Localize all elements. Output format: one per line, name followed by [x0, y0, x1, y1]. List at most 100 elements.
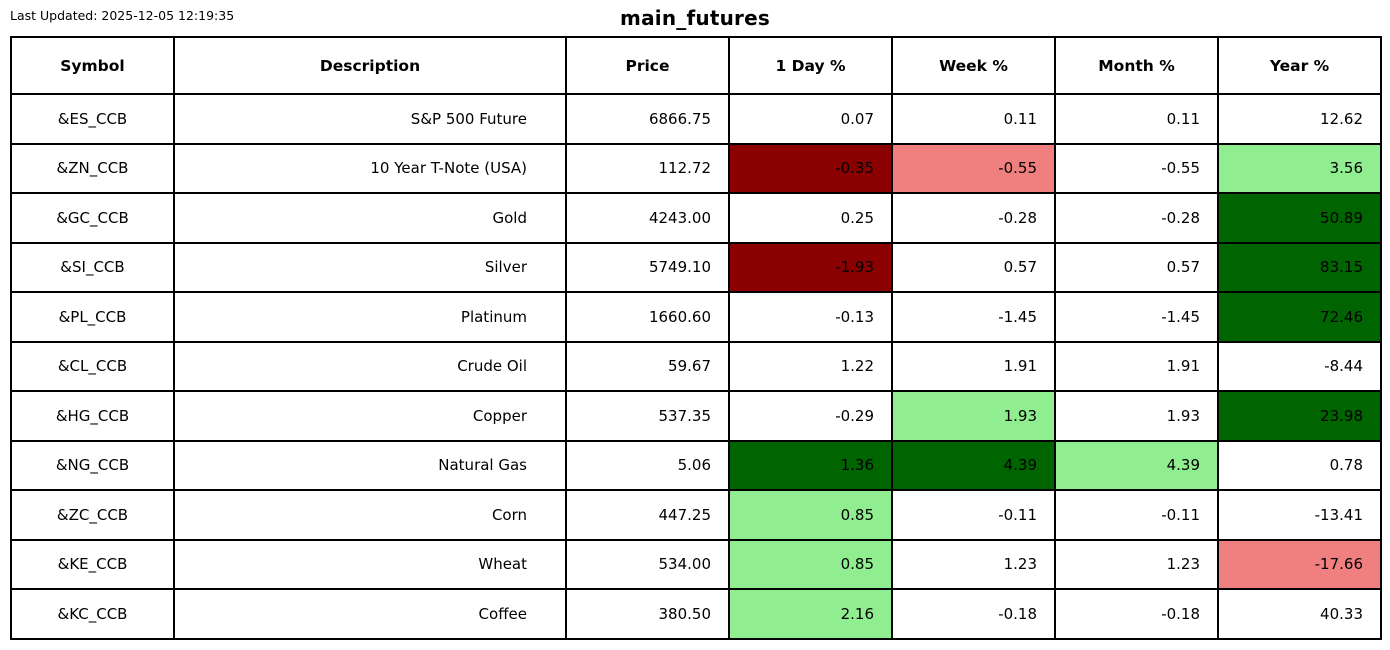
pct-cell-month: -0.55 — [1054, 142, 1219, 194]
description-cell: 10 Year T-Note (USA) — [173, 142, 567, 194]
price-cell: 1660.60 — [565, 291, 730, 343]
last-updated-timestamp: Last Updated: 2025-12-05 12:19:35 — [10, 8, 235, 23]
pct-cell-1-day: 0.85 — [728, 489, 893, 541]
table-body: &ES_CCB S&P 500 Future 6866.75 0.07 0.11 0.11… — [10, 93, 1382, 640]
pct-cell-1-day: -0.29 — [728, 390, 893, 442]
pct-cell-month: 1.23 — [1054, 538, 1219, 590]
pct-cell-1-day: -0.13 — [728, 291, 893, 343]
pct-cell-1-day: 0.85 — [728, 538, 893, 590]
table-row: &CL_CCB Crude Oil 59.67 1.22 1.91 1.91 -8.44 — [10, 340, 1382, 392]
symbol-cell: &ZN_CCB — [10, 142, 175, 194]
pct-cell-month: -0.18 — [1054, 588, 1219, 640]
pct-cell-week: -0.11 — [891, 489, 1056, 541]
futures-table: Symbol Description Price 1 Day % Week % Month… — [10, 36, 1382, 640]
price-cell: 59.67 — [565, 340, 730, 392]
symbol-cell: &SI_CCB — [10, 241, 175, 293]
table-row: &ZN_CCB 10 Year T-Note (USA) 112.72 -0.35 -0… — [10, 142, 1382, 194]
description-cell: Coffee — [173, 588, 567, 640]
column-header-month: Month % — [1054, 36, 1219, 95]
pct-cell-week: 4.39 — [891, 439, 1056, 491]
symbol-cell: &HG_CCB — [10, 390, 175, 442]
description-cell: Wheat — [173, 538, 567, 590]
description-cell: Corn — [173, 489, 567, 541]
table-row: &ZC_CCB Corn 447.25 0.85 -0.11 -0.11 -13.41 — [10, 489, 1382, 541]
price-cell: 6866.75 — [565, 93, 730, 145]
symbol-cell: &KC_CCB — [10, 588, 175, 640]
column-header-week: Week % — [891, 36, 1056, 95]
pct-cell-week: 1.91 — [891, 340, 1056, 392]
description-cell: Natural Gas — [173, 439, 567, 491]
pct-cell-month: 1.91 — [1054, 340, 1219, 392]
table-row: &KE_CCB Wheat 534.00 0.85 1.23 1.23 -17.66 — [10, 538, 1382, 590]
pct-cell-month: -0.28 — [1054, 192, 1219, 244]
pct-cell-year: -13.41 — [1217, 489, 1382, 541]
table-row: &PL_CCB Platinum 1660.60 -0.13 -1.45 -1.45 72.… — [10, 291, 1382, 343]
page-title: main_futures — [620, 6, 770, 30]
pct-cell-year: -17.66 — [1217, 538, 1382, 590]
pct-cell-year: 83.15 — [1217, 241, 1382, 293]
header-row: Symbol Description Price 1 Day % Week % Month… — [10, 36, 1382, 95]
symbol-cell: &GC_CCB — [10, 192, 175, 244]
symbol-cell: &NG_CCB — [10, 439, 175, 491]
price-cell: 537.35 — [565, 390, 730, 442]
column-header-1-day: 1 Day % — [728, 36, 893, 95]
price-cell: 112.72 — [565, 142, 730, 194]
pct-cell-1-day: 0.07 — [728, 93, 893, 145]
pct-cell-week: 0.11 — [891, 93, 1056, 145]
table-row: &ES_CCB S&P 500 Future 6866.75 0.07 0.11 0.11… — [10, 93, 1382, 145]
price-cell: 380.50 — [565, 588, 730, 640]
pct-cell-week: 0.57 — [891, 241, 1056, 293]
column-header-year: Year % — [1217, 36, 1382, 95]
column-header-price: Price — [565, 36, 730, 95]
column-header-description: Description — [173, 36, 567, 95]
description-cell: Gold — [173, 192, 567, 244]
pct-cell-year: 40.33 — [1217, 588, 1382, 640]
table-row: &KC_CCB Coffee 380.50 2.16 -0.18 -0.18 40.33 — [10, 588, 1382, 640]
pct-cell-week: -1.45 — [891, 291, 1056, 343]
pct-cell-year: 23.98 — [1217, 390, 1382, 442]
pct-cell-week: -0.55 — [891, 142, 1056, 194]
description-cell: Platinum — [173, 291, 567, 343]
pct-cell-1-day: 2.16 — [728, 588, 893, 640]
table-row: &NG_CCB Natural Gas 5.06 1.36 4.39 4.39 0.78 — [10, 439, 1382, 491]
pct-cell-1-day: 1.36 — [728, 439, 893, 491]
pct-cell-year: 3.56 — [1217, 142, 1382, 194]
symbol-cell: &CL_CCB — [10, 340, 175, 392]
pct-cell-month: 0.57 — [1054, 241, 1219, 293]
pct-cell-year: 12.62 — [1217, 93, 1382, 145]
price-cell: 534.00 — [565, 538, 730, 590]
pct-cell-month: 4.39 — [1054, 439, 1219, 491]
pct-cell-month: -0.11 — [1054, 489, 1219, 541]
price-cell: 5749.10 — [565, 241, 730, 293]
pct-cell-week: 1.23 — [891, 538, 1056, 590]
table-row: &GC_CCB Gold 4243.00 0.25 -0.28 -0.28 50.89 — [10, 192, 1382, 244]
pct-cell-week: -0.18 — [891, 588, 1056, 640]
description-cell: Crude Oil — [173, 340, 567, 392]
table-row: &HG_CCB Copper 537.35 -0.29 1.93 1.93 23.98 — [10, 390, 1382, 442]
pct-cell-1-day: 1.22 — [728, 340, 893, 392]
description-cell: Silver — [173, 241, 567, 293]
pct-cell-week: 1.93 — [891, 390, 1056, 442]
pct-cell-month: 1.93 — [1054, 390, 1219, 442]
price-cell: 447.25 — [565, 489, 730, 541]
symbol-cell: &KE_CCB — [10, 538, 175, 590]
price-cell: 5.06 — [565, 439, 730, 491]
description-cell: Copper — [173, 390, 567, 442]
pct-cell-year: 50.89 — [1217, 192, 1382, 244]
description-cell: S&P 500 Future — [173, 93, 567, 145]
price-cell: 4243.00 — [565, 192, 730, 244]
symbol-cell: &ES_CCB — [10, 93, 175, 145]
pct-cell-year: 0.78 — [1217, 439, 1382, 491]
column-header-symbol: Symbol — [10, 36, 175, 95]
pct-cell-year: -8.44 — [1217, 340, 1382, 392]
pct-cell-1-day: -1.93 — [728, 241, 893, 293]
pct-cell-year: 72.46 — [1217, 291, 1382, 343]
pct-cell-month: -1.45 — [1054, 291, 1219, 343]
table-row: &SI_CCB Silver 5749.10 -1.93 0.57 0.57 83.15 — [10, 241, 1382, 293]
symbol-cell: &PL_CCB — [10, 291, 175, 343]
pct-cell-week: -0.28 — [891, 192, 1056, 244]
symbol-cell: &ZC_CCB — [10, 489, 175, 541]
pct-cell-month: 0.11 — [1054, 93, 1219, 145]
pct-cell-1-day: 0.25 — [728, 192, 893, 244]
pct-cell-1-day: -0.35 — [728, 142, 893, 194]
